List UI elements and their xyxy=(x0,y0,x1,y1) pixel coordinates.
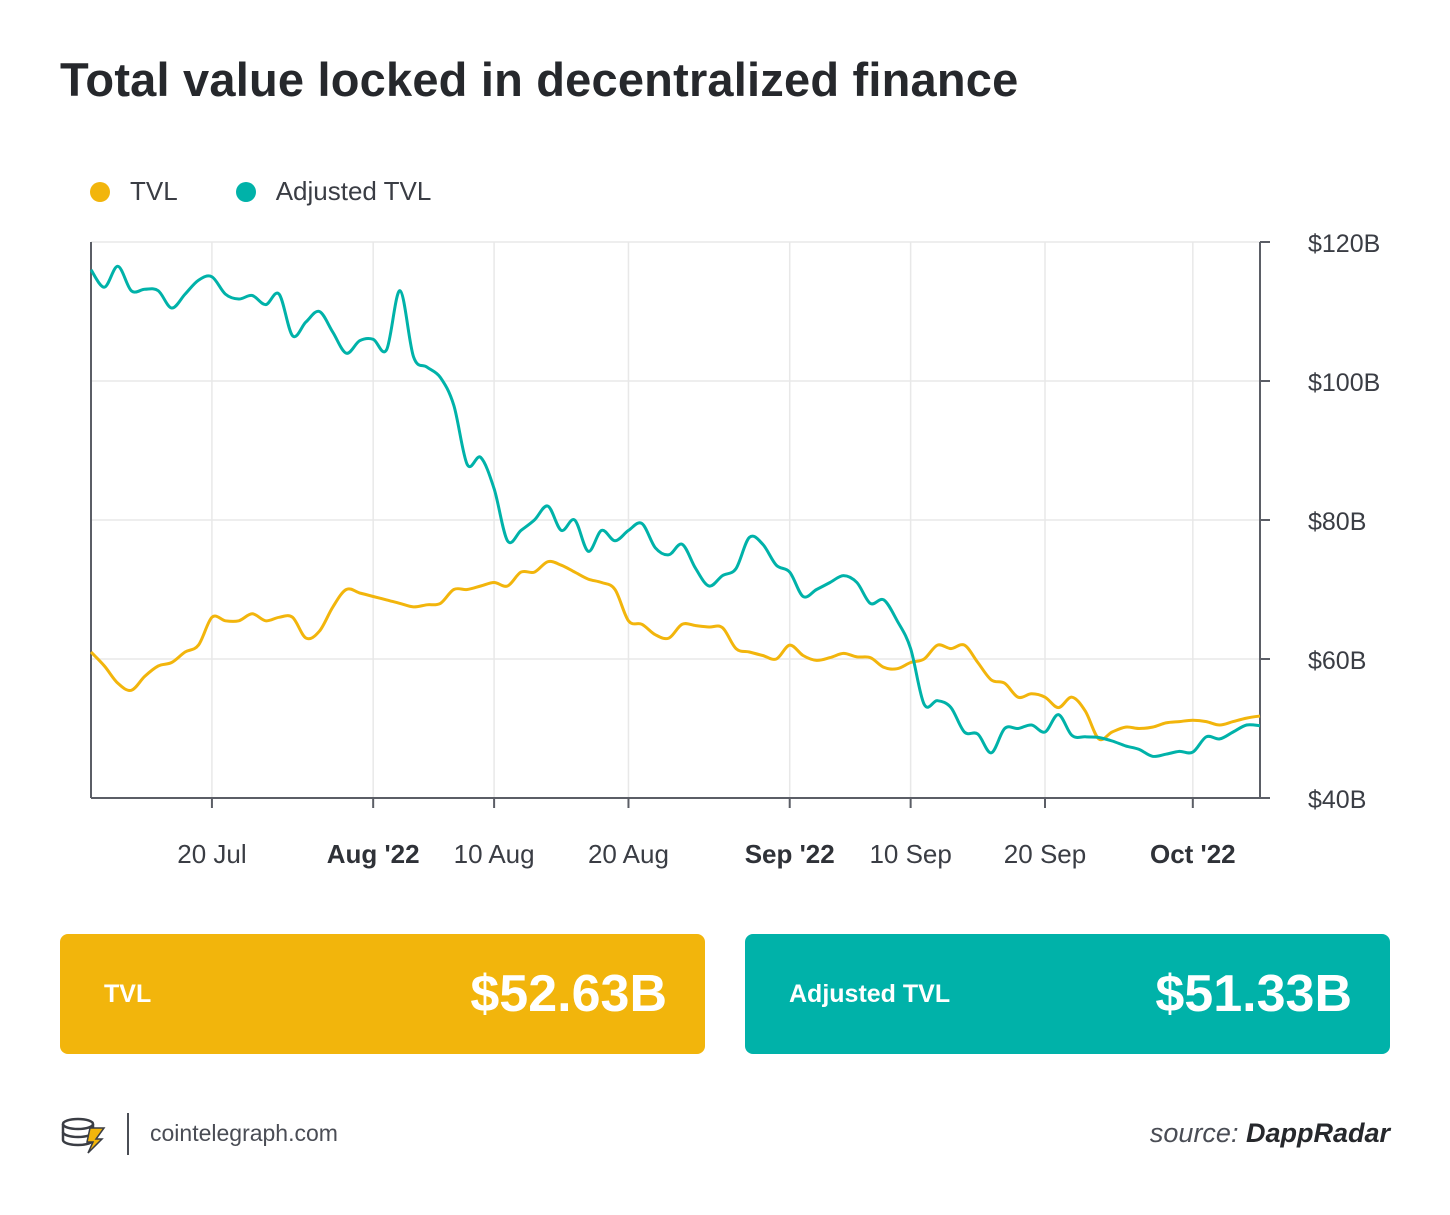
x-tick-label: 20 Jul xyxy=(177,839,246,869)
tvl-series-line xyxy=(89,559,1261,742)
source-name: DappRadar xyxy=(1245,1118,1390,1148)
y-tick-label: $80B xyxy=(1308,508,1366,536)
adjusted-tvl-series-line xyxy=(89,264,1261,758)
x-tick-label: Aug '22 xyxy=(327,839,420,869)
adjusted-tvl-card-value: $51.33B xyxy=(1155,965,1352,1023)
adjusted-tvl-card-label: Adjusted TVL xyxy=(789,979,951,1008)
x-tick-label: 20 Aug xyxy=(588,839,669,869)
line-chart: $120B $100B $80B $60B $40B 20 Jul Aug '22 10 Au… xyxy=(89,230,1380,869)
chart-title: Total value locked in decentralized fina… xyxy=(60,53,1019,106)
y-tick-label: $100B xyxy=(1308,369,1380,397)
footer-divider xyxy=(127,1113,129,1155)
y-tick-label: $120B xyxy=(1308,230,1380,258)
x-tick-label: Oct '22 xyxy=(1150,839,1236,869)
adjusted-tvl-summary-card: Adjusted TVL $51.33B xyxy=(745,934,1390,1054)
legend-label-adjusted-tvl: Adjusted TVL xyxy=(275,176,432,206)
legend-item-adjusted-tvl[interactable]: Adjusted TVL xyxy=(235,176,432,207)
x-tick-label: 10 Sep xyxy=(869,839,951,869)
x-tick-label: 10 Aug xyxy=(454,839,535,869)
footer-source: source: DappRadar xyxy=(1150,1118,1390,1149)
source-prefix: source: xyxy=(1149,1118,1239,1148)
legend-item-tvl[interactable]: TVL xyxy=(90,176,178,207)
x-tick-label: 20 Sep xyxy=(1004,839,1086,869)
legend-label-tvl: TVL xyxy=(130,176,178,206)
tvl-card-label: TVL xyxy=(104,979,152,1008)
tvl-summary-card: TVL $52.63B xyxy=(60,934,705,1054)
y-tick-label: $40B xyxy=(1308,786,1366,814)
tvl-card-value: $52.63B xyxy=(470,965,667,1023)
chart-legend: TVL Adjusted TVL xyxy=(90,176,489,207)
cointelegraph-logo-icon[interactable] xyxy=(60,1114,106,1154)
y-tick-label: $60B xyxy=(1308,647,1366,675)
legend-dot-tvl xyxy=(90,181,110,202)
x-tick-label: Sep '22 xyxy=(745,839,835,869)
legend-dot-adjusted-tvl xyxy=(235,181,256,202)
footer-site-link[interactable]: cointelegraph.com xyxy=(150,1120,338,1146)
